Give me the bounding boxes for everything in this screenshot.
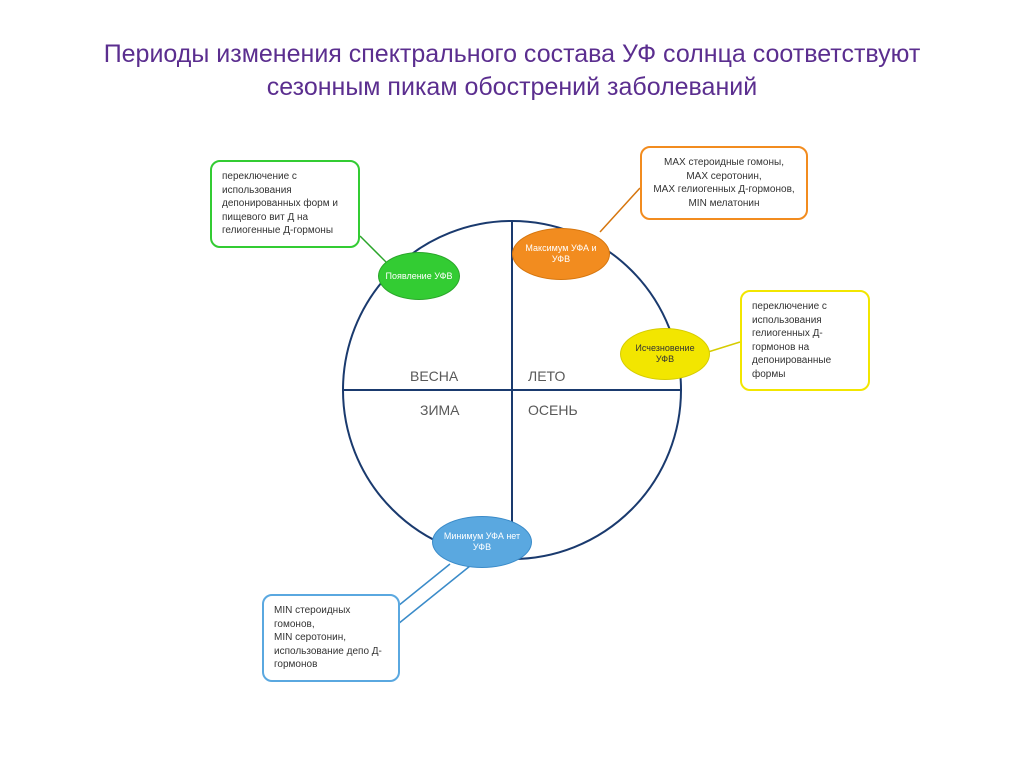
connector-winter-2	[398, 566, 470, 624]
callout-autumn: переключение с использования гелиогенных…	[740, 290, 870, 391]
page-title: Периоды изменения спектрального состава …	[0, 38, 1024, 103]
diagram-container: ВЕСНА ЛЕТО ЗИМА ОСЕНЬ Появление УФВ Макс…	[0, 170, 1024, 730]
quadrant-spring: ВЕСНА	[410, 368, 458, 384]
callout-spring: переключение с использования депонирован…	[210, 160, 360, 248]
ellipse-winter-label: Минимум УФА нет УФВ	[439, 531, 525, 553]
connector-autumn	[708, 342, 740, 352]
ellipse-winter: Минимум УФА нет УФВ	[432, 516, 532, 568]
callout-winter-text: MIN стероидных гомонов, MIN серотонин, и…	[274, 605, 382, 670]
connector-summer	[600, 188, 640, 232]
ellipse-spring-label: Появление УФВ	[386, 271, 453, 282]
callout-autumn-text: переключение с использования гелиогенных…	[752, 301, 831, 380]
callout-summer-text: MAX стероидные гомоны, MAX серотонин, MA…	[653, 157, 794, 209]
ellipse-autumn: Исчезновение УФВ	[620, 328, 710, 380]
quadrant-summer: ЛЕТО	[528, 368, 565, 384]
vertical-divider	[511, 220, 513, 560]
ellipse-summer: Максимум УФА и УФВ	[512, 228, 610, 280]
ellipse-summer-label: Максимум УФА и УФВ	[519, 243, 603, 265]
quadrant-autumn: ОСЕНЬ	[528, 402, 578, 418]
callout-winter: MIN стероидных гомонов, MIN серотонин, и…	[262, 594, 400, 682]
ellipse-spring: Появление УФВ	[378, 252, 460, 300]
callout-summer: MAX стероидные гомоны, MAX серотонин, MA…	[640, 146, 808, 220]
callout-spring-text: переключение с использования депонирован…	[222, 171, 338, 236]
ellipse-autumn-label: Исчезновение УФВ	[627, 343, 703, 365]
quadrant-winter: ЗИМА	[420, 402, 460, 418]
connector-winter-1	[398, 564, 450, 606]
